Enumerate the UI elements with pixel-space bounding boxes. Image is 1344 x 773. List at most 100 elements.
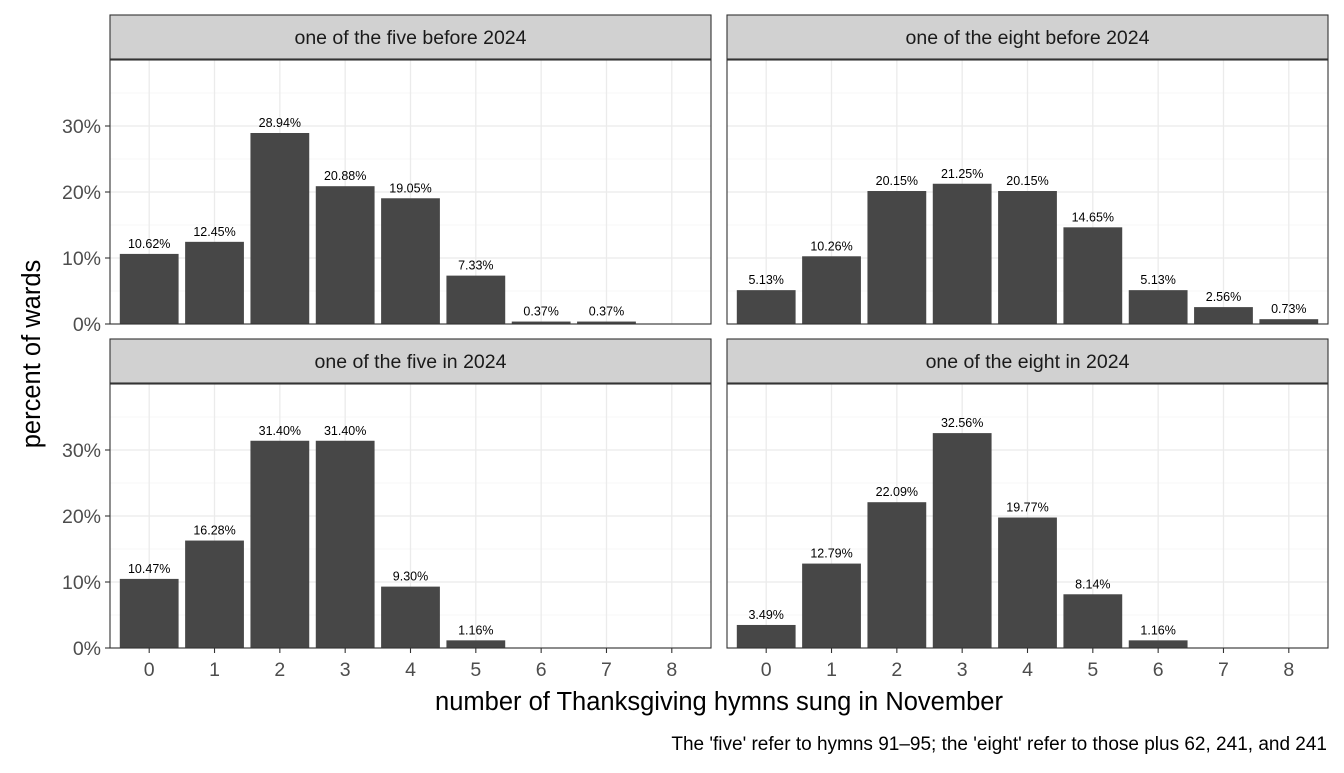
bar — [998, 191, 1057, 324]
bar-value-label: 7.33% — [458, 259, 493, 273]
bar — [381, 198, 440, 324]
x-tick-label: 4 — [405, 659, 416, 681]
x-tick-label: 8 — [666, 659, 677, 681]
bar — [736, 290, 796, 324]
y-tick-label: 20% — [62, 506, 101, 528]
bar-value-label: 20.88% — [324, 169, 366, 183]
x-tick-label: 1 — [209, 659, 220, 681]
y-tick-label: 30% — [62, 116, 101, 138]
bar — [1063, 227, 1123, 324]
bar — [250, 132, 310, 324]
x-tick-label: 4 — [1022, 659, 1033, 681]
bar — [250, 440, 310, 648]
bar — [1128, 640, 1188, 648]
bar — [867, 502, 927, 648]
facet-strip — [726, 338, 1329, 384]
bar-value-label: 3.49% — [748, 608, 783, 622]
bar-value-label: 19.05% — [389, 181, 431, 195]
facet-title: one of the five before 2024 — [294, 27, 526, 49]
bar-value-label: 1.16% — [458, 623, 493, 637]
x-tick-label: 7 — [601, 659, 612, 681]
bar — [511, 321, 571, 324]
bar — [315, 186, 375, 324]
bar — [867, 191, 927, 324]
facet-strip — [726, 14, 1329, 60]
bar — [381, 586, 440, 648]
x-tick-label: 0 — [144, 659, 155, 681]
panel-border — [726, 59, 1329, 325]
bar — [119, 253, 179, 324]
bar-value-label: 19.77% — [1006, 501, 1048, 515]
bar-value-label: 10.26% — [810, 239, 852, 253]
bar — [119, 578, 179, 648]
x-tick-label: 6 — [536, 659, 547, 681]
x-tick-label: 8 — [1283, 659, 1294, 681]
bar-value-label: 0.37% — [589, 305, 624, 319]
bar-value-label: 14.65% — [1072, 210, 1114, 224]
bar — [577, 321, 636, 324]
facet-title: one of the eight before 2024 — [906, 27, 1150, 49]
y-tick-label: 30% — [62, 440, 101, 462]
bar-value-label: 31.40% — [324, 424, 366, 438]
x-tick-label: 7 — [1218, 659, 1229, 681]
bar — [446, 640, 506, 648]
bar — [736, 624, 796, 648]
facet-title: one of the eight in 2024 — [926, 351, 1130, 373]
x-tick-label: 1 — [826, 659, 837, 681]
bar-value-label: 10.47% — [128, 562, 170, 576]
y-tick-label: 10% — [62, 248, 101, 270]
bar-value-label: 12.79% — [810, 547, 852, 561]
bar-value-label: 5.13% — [1140, 273, 1175, 287]
y-tick-label: 20% — [62, 182, 101, 204]
bar-value-label: 20.15% — [1006, 174, 1048, 188]
bar-value-label: 20.15% — [876, 174, 918, 188]
bar-value-label: 22.09% — [876, 485, 918, 499]
bar — [185, 241, 244, 324]
bar — [802, 563, 861, 648]
bar-value-label: 28.94% — [259, 116, 301, 130]
bar — [998, 517, 1057, 648]
y-axis-title: percent of wards — [18, 260, 46, 449]
bar-value-label: 21.25% — [941, 167, 983, 181]
bar-value-label: 10.62% — [128, 237, 170, 251]
bar — [1194, 307, 1253, 324]
x-tick-label: 3 — [340, 659, 351, 681]
bar-value-label: 16.28% — [193, 524, 235, 538]
facet-title: one of the five in 2024 — [315, 351, 507, 373]
y-tick-label: 10% — [62, 572, 101, 594]
bar — [1063, 594, 1123, 648]
facet-strip — [109, 14, 712, 60]
bar — [1128, 290, 1188, 324]
bar — [315, 440, 375, 648]
bar — [802, 256, 861, 324]
x-tick-label: 6 — [1153, 659, 1164, 681]
bar — [1259, 319, 1319, 324]
bar-value-label: 0.73% — [1271, 302, 1306, 316]
x-tick-label: 5 — [470, 659, 481, 681]
bar — [185, 540, 244, 648]
chart-caption: The 'five' refer to hymns 91–95; the 'ei… — [671, 734, 1327, 755]
bar-value-label: 2.56% — [1206, 290, 1241, 304]
x-tick-label: 3 — [957, 659, 968, 681]
bar-value-label: 8.14% — [1075, 577, 1110, 591]
bar — [932, 183, 992, 324]
x-tick-label: 2 — [274, 659, 285, 681]
bar-value-label: 32.56% — [941, 416, 983, 430]
facet-strip — [109, 338, 712, 384]
bar-value-label: 31.40% — [259, 424, 301, 438]
bar-value-label: 0.37% — [523, 305, 558, 319]
bar-value-label: 9.30% — [393, 570, 428, 584]
x-tick-label: 5 — [1087, 659, 1098, 681]
x-tick-label: 2 — [891, 659, 902, 681]
bar-value-label: 12.45% — [193, 225, 235, 239]
bar-value-label: 1.16% — [1140, 623, 1175, 637]
bar — [932, 433, 992, 648]
x-axis-title: number of Thanksgiving hymns sung in Nov… — [435, 688, 1003, 716]
bar-value-label: 5.13% — [748, 273, 783, 287]
bar — [446, 275, 506, 324]
y-tick-label: 0% — [73, 314, 101, 336]
x-tick-label: 0 — [761, 659, 772, 681]
y-tick-label: 0% — [73, 638, 101, 660]
